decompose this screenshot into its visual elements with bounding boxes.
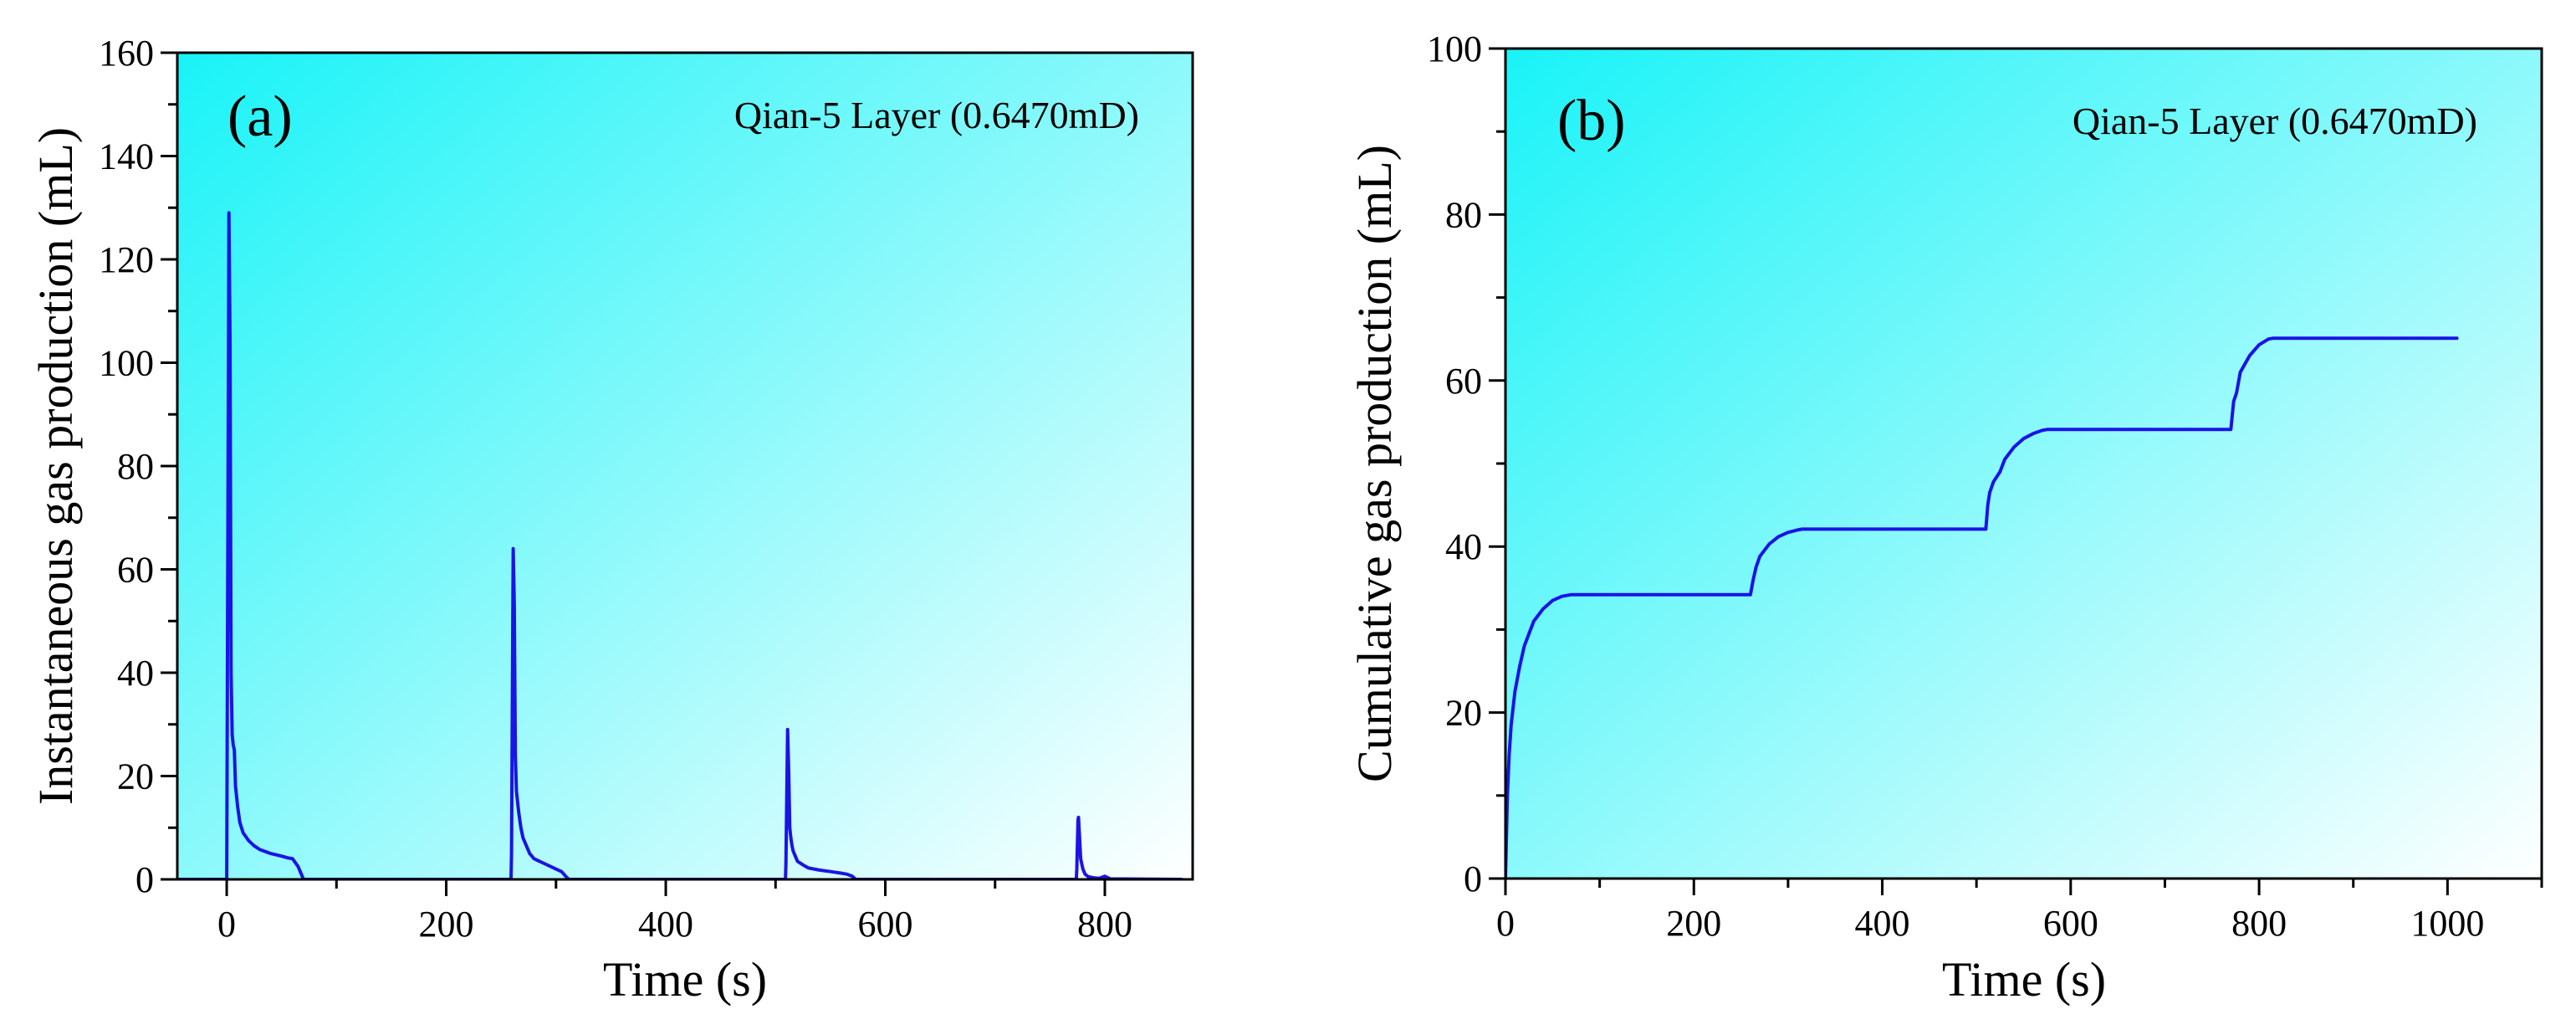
y-tick-label: 120	[99, 239, 154, 280]
y-tick-label: 160	[99, 33, 154, 74]
y-tick-label: 60	[1445, 361, 1482, 402]
x-tick-label: 400	[1855, 903, 1910, 944]
x-tick-label: 600	[2043, 903, 2098, 944]
x-tick-label: 0	[217, 904, 236, 945]
y-tick-label: 40	[117, 653, 154, 694]
plot-background	[177, 53, 1193, 879]
series-layer	[1505, 336, 2459, 879]
y-tick-label: 0	[135, 859, 154, 900]
series-line	[177, 211, 1183, 879]
x-tick-label: 800	[2231, 903, 2287, 944]
chart-panel-a: 0 200 400 600 800 0 20 40 60 80 100 120 140 160 (a) Q…	[28, 33, 1194, 1007]
x-tick-label: 400	[638, 904, 693, 945]
plot-frame	[1504, 47, 2543, 880]
x-tick-label: 0	[1496, 903, 1515, 944]
tick-layer: 0 200 400 600 800 1000 0 20 40 60 80 100	[1427, 28, 2543, 944]
y-tick-label: 20	[1445, 693, 1482, 734]
y-tick-label: 60	[117, 550, 154, 591]
x-tick-label: 1000	[2410, 903, 2484, 944]
y-axis-title: Instantaneous gas production (mL)	[28, 127, 83, 805]
y-tick-label: 80	[117, 446, 154, 487]
x-tick-label: 600	[858, 904, 913, 945]
chart-panel-b: 0 200 400 600 800 1000 0 20 40 60 80 100 (b) Qian-5…	[1347, 28, 2543, 1007]
series-layer	[177, 211, 1183, 879]
chart-annotation: Qian-5 Layer (0.6470mD)	[2073, 100, 2477, 142]
y-tick-label: 140	[99, 136, 154, 177]
y-tick-label: 100	[99, 343, 154, 384]
y-tick-label: 20	[117, 756, 154, 797]
tick-layer: 0 200 400 600 800 0 20 40 60 80 100 120 140 160	[99, 33, 1132, 945]
x-tick-label: 200	[1666, 903, 1721, 944]
panel-label: (b)	[1557, 89, 1626, 153]
y-tick-label: 40	[1445, 526, 1482, 567]
y-tick-label: 80	[1445, 194, 1482, 235]
y-tick-label: 0	[1464, 858, 1482, 899]
chart-annotation: Qian-5 Layer (0.6470mD)	[734, 94, 1139, 136]
x-tick-label: 800	[1077, 904, 1132, 945]
x-tick-label: 200	[419, 904, 474, 945]
y-tick-label: 100	[1427, 28, 1482, 69]
series-line	[1505, 336, 2459, 879]
panel-label: (a)	[227, 85, 293, 149]
x-axis-title: Time (s)	[603, 952, 767, 1007]
plot-background	[1505, 49, 2542, 879]
plot-frame	[176, 51, 1194, 881]
x-axis-title: Time (s)	[1942, 952, 2106, 1007]
y-axis-title: Cumulative gas production (mL)	[1347, 145, 1402, 782]
